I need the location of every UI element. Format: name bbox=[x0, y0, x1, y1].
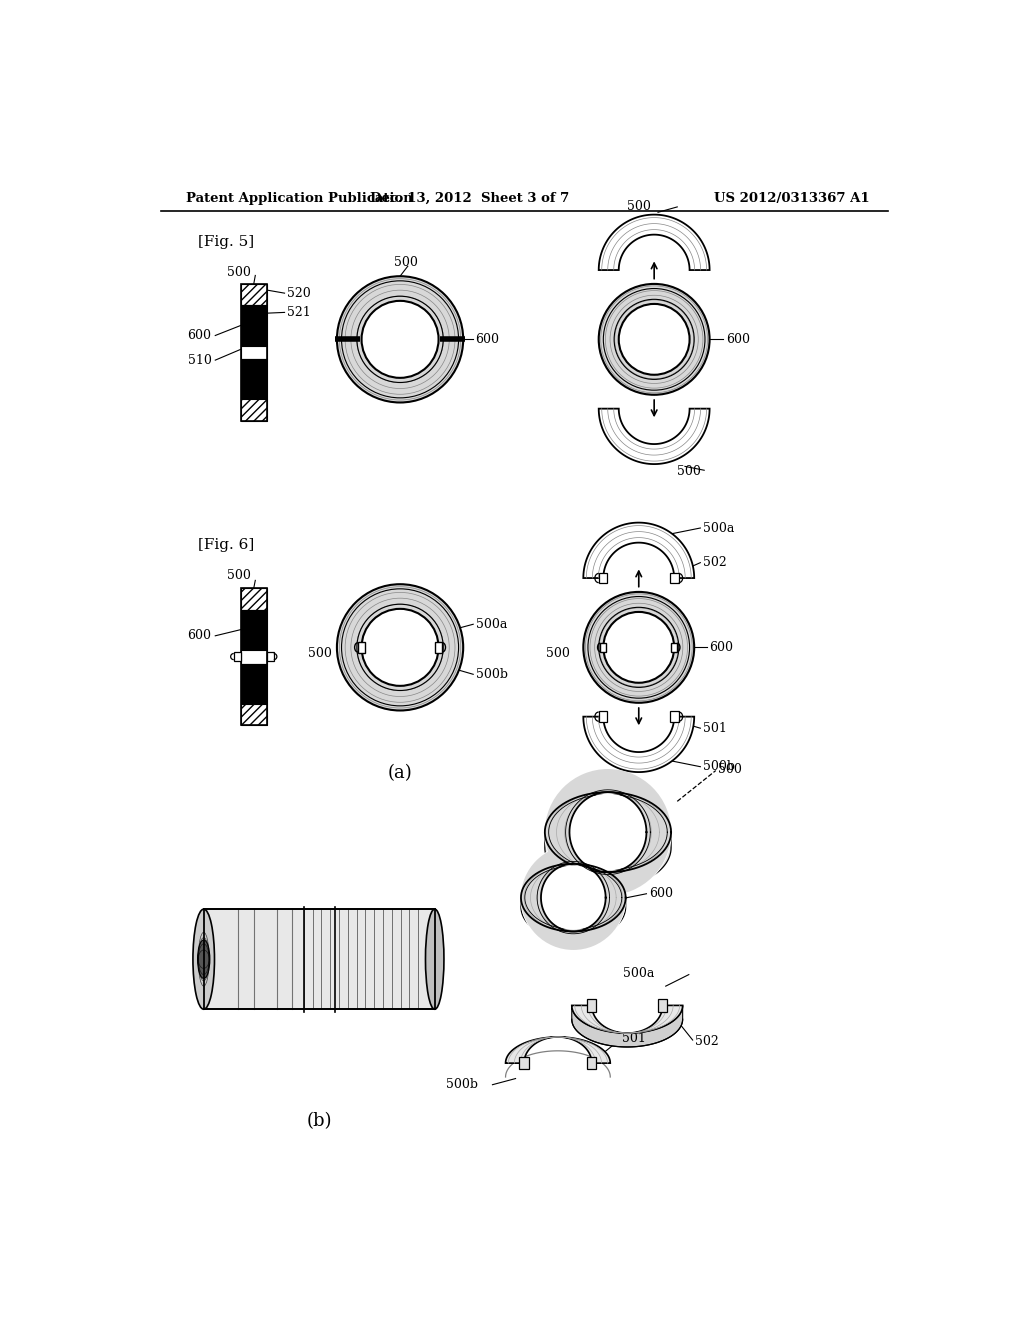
Circle shape bbox=[336, 582, 465, 711]
Polygon shape bbox=[600, 643, 606, 652]
Ellipse shape bbox=[193, 909, 214, 1010]
Text: 500: 500 bbox=[718, 763, 742, 776]
Polygon shape bbox=[241, 649, 267, 664]
Text: 600: 600 bbox=[475, 333, 500, 346]
Polygon shape bbox=[599, 711, 607, 722]
Text: 502: 502 bbox=[702, 556, 726, 569]
Text: 600: 600 bbox=[187, 630, 211, 643]
Text: 600: 600 bbox=[649, 887, 673, 900]
Text: 500: 500 bbox=[628, 201, 651, 214]
Polygon shape bbox=[357, 642, 366, 653]
Wedge shape bbox=[337, 276, 463, 403]
Polygon shape bbox=[241, 284, 267, 305]
Polygon shape bbox=[241, 704, 267, 725]
Polygon shape bbox=[599, 573, 607, 583]
Polygon shape bbox=[571, 1006, 683, 1047]
Text: Dec. 13, 2012  Sheet 3 of 7: Dec. 13, 2012 Sheet 3 of 7 bbox=[370, 191, 569, 205]
Polygon shape bbox=[241, 664, 267, 704]
Circle shape bbox=[541, 866, 605, 929]
Circle shape bbox=[603, 612, 674, 682]
Polygon shape bbox=[435, 642, 442, 653]
Polygon shape bbox=[587, 999, 596, 1011]
Polygon shape bbox=[241, 400, 267, 421]
Text: 500a: 500a bbox=[475, 618, 507, 631]
Polygon shape bbox=[599, 215, 710, 271]
Polygon shape bbox=[541, 898, 605, 941]
Polygon shape bbox=[521, 898, 626, 941]
Polygon shape bbox=[267, 652, 273, 661]
Text: 500b: 500b bbox=[446, 1078, 478, 1092]
Text: 501: 501 bbox=[622, 1032, 646, 1045]
Circle shape bbox=[361, 609, 438, 686]
Polygon shape bbox=[571, 1006, 683, 1034]
Polygon shape bbox=[671, 711, 679, 722]
Polygon shape bbox=[241, 305, 267, 346]
Polygon shape bbox=[584, 717, 694, 772]
Polygon shape bbox=[204, 909, 435, 1010]
Text: [Fig. 6]: [Fig. 6] bbox=[199, 539, 255, 552]
Text: 500a: 500a bbox=[702, 521, 734, 535]
Text: 500b: 500b bbox=[475, 668, 508, 681]
Wedge shape bbox=[599, 284, 710, 395]
Polygon shape bbox=[233, 652, 241, 661]
Circle shape bbox=[597, 282, 711, 396]
Polygon shape bbox=[241, 589, 267, 610]
Text: 501: 501 bbox=[702, 722, 727, 735]
Text: 500a: 500a bbox=[624, 966, 654, 979]
Wedge shape bbox=[584, 591, 694, 702]
Circle shape bbox=[336, 275, 465, 404]
Text: 520: 520 bbox=[287, 286, 310, 300]
Text: 500b: 500b bbox=[702, 760, 734, 774]
Wedge shape bbox=[521, 845, 626, 950]
Ellipse shape bbox=[198, 940, 210, 978]
Polygon shape bbox=[587, 1057, 596, 1069]
Polygon shape bbox=[241, 610, 267, 649]
Polygon shape bbox=[519, 1057, 528, 1069]
Wedge shape bbox=[545, 770, 671, 895]
Circle shape bbox=[582, 590, 695, 705]
Text: 500: 500 bbox=[226, 569, 251, 582]
Text: 502: 502 bbox=[695, 1035, 719, 1048]
Circle shape bbox=[618, 304, 689, 375]
Text: (b): (b) bbox=[306, 1111, 332, 1130]
Polygon shape bbox=[658, 999, 668, 1011]
Text: 500: 500 bbox=[394, 256, 418, 269]
Circle shape bbox=[520, 845, 627, 950]
Ellipse shape bbox=[425, 909, 444, 1010]
Circle shape bbox=[544, 768, 672, 896]
Polygon shape bbox=[506, 1038, 610, 1063]
Polygon shape bbox=[599, 409, 710, 465]
Circle shape bbox=[361, 301, 438, 378]
Text: 521: 521 bbox=[287, 306, 310, 319]
Text: [Fig. 5]: [Fig. 5] bbox=[199, 235, 254, 248]
Text: 500: 500 bbox=[547, 647, 570, 660]
Polygon shape bbox=[584, 523, 694, 578]
Text: US 2012/0313367 A1: US 2012/0313367 A1 bbox=[714, 191, 869, 205]
Polygon shape bbox=[545, 832, 671, 887]
Text: 500: 500 bbox=[226, 265, 251, 279]
Text: 600: 600 bbox=[726, 333, 750, 346]
Polygon shape bbox=[671, 573, 679, 583]
Wedge shape bbox=[337, 585, 463, 710]
Circle shape bbox=[569, 793, 646, 871]
Text: 500: 500 bbox=[677, 465, 701, 478]
Text: 600: 600 bbox=[709, 640, 733, 653]
Text: Patent Application Publication: Patent Application Publication bbox=[186, 191, 413, 205]
Text: 500: 500 bbox=[307, 647, 332, 660]
Text: (a): (a) bbox=[388, 764, 413, 781]
Polygon shape bbox=[569, 832, 646, 887]
Text: 600: 600 bbox=[187, 329, 211, 342]
Polygon shape bbox=[241, 359, 267, 400]
Polygon shape bbox=[671, 643, 677, 652]
Polygon shape bbox=[241, 346, 267, 359]
Text: 510: 510 bbox=[187, 354, 211, 367]
